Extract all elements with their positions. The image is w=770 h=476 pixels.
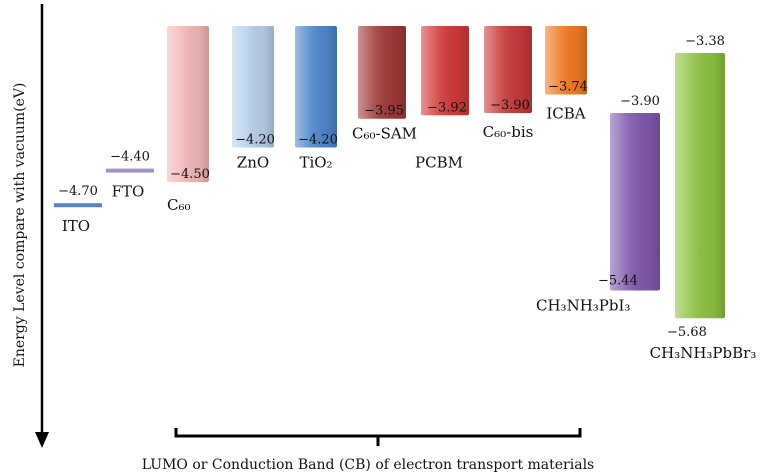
cb-label-ch3nh3pbbr3: −3.38 [685, 34, 725, 49]
bar-c60-bis-shine [484, 26, 532, 113]
name-label-icba: ICBA [546, 105, 585, 123]
y-axis-title: Energy Level compare with vacuum(eV) [12, 83, 28, 368]
level-label-fto: −4.40 [110, 150, 150, 165]
value-label-c60: −4.50 [170, 167, 210, 182]
value-label-pcbm: −3.92 [427, 100, 467, 115]
value-label-c60-sam: −3.95 [364, 104, 404, 119]
level-line-ito [54, 203, 102, 208]
bar-c60-shine [167, 26, 209, 183]
name-label-pcbm: PCBM [415, 153, 463, 171]
x-axis-caption: LUMO or Conduction Band (CB) of electron… [142, 457, 594, 473]
y-axis-arrowhead [35, 432, 49, 448]
level-line-fto [106, 168, 154, 173]
value-label-c60-bis: −3.90 [490, 98, 530, 113]
name-label-ch3nh3pbbr3: CH₃NH₃PbBr₃ [650, 344, 757, 362]
name-label-c60-sam: C₆₀-SAM [352, 125, 417, 143]
name-label-ch3nh3pbi3: CH₃NH₃PbI₃ [536, 297, 630, 315]
value-label-icba: −3.74 [548, 80, 588, 95]
bar-icba-shine [545, 26, 587, 95]
bar-tio2-shine [295, 26, 337, 148]
bar-zno-shine [232, 26, 274, 148]
name-label-c60-bis: C₆₀-bis [483, 123, 534, 141]
bar-c60-sam-shine [358, 26, 406, 119]
name-label-c60: C₆₀ [167, 196, 191, 214]
cb-label-ch3nh3pbi3: −3.90 [620, 94, 660, 109]
band-ch3nh3pbi3-shine [610, 112, 660, 291]
etm-bracket [174, 428, 582, 446]
bar-pcbm-shine [421, 26, 469, 116]
vb-label-ch3nh3pbi3: −5.44 [598, 274, 638, 289]
vb-label-ch3nh3pbbr3: −5.68 [667, 325, 707, 340]
level-label-ito: −4.70 [58, 184, 98, 199]
name-label-zno: ZnO [237, 154, 269, 172]
value-label-tio2: −4.20 [298, 133, 338, 148]
name-label-tio2: TiO₂ [299, 154, 332, 172]
value-label-zno: −4.20 [235, 133, 275, 148]
name-label-fto: FTO [112, 183, 145, 201]
name-label-ito: ITO [62, 217, 90, 235]
band-ch3nh3pbbr3-shine [675, 53, 725, 319]
